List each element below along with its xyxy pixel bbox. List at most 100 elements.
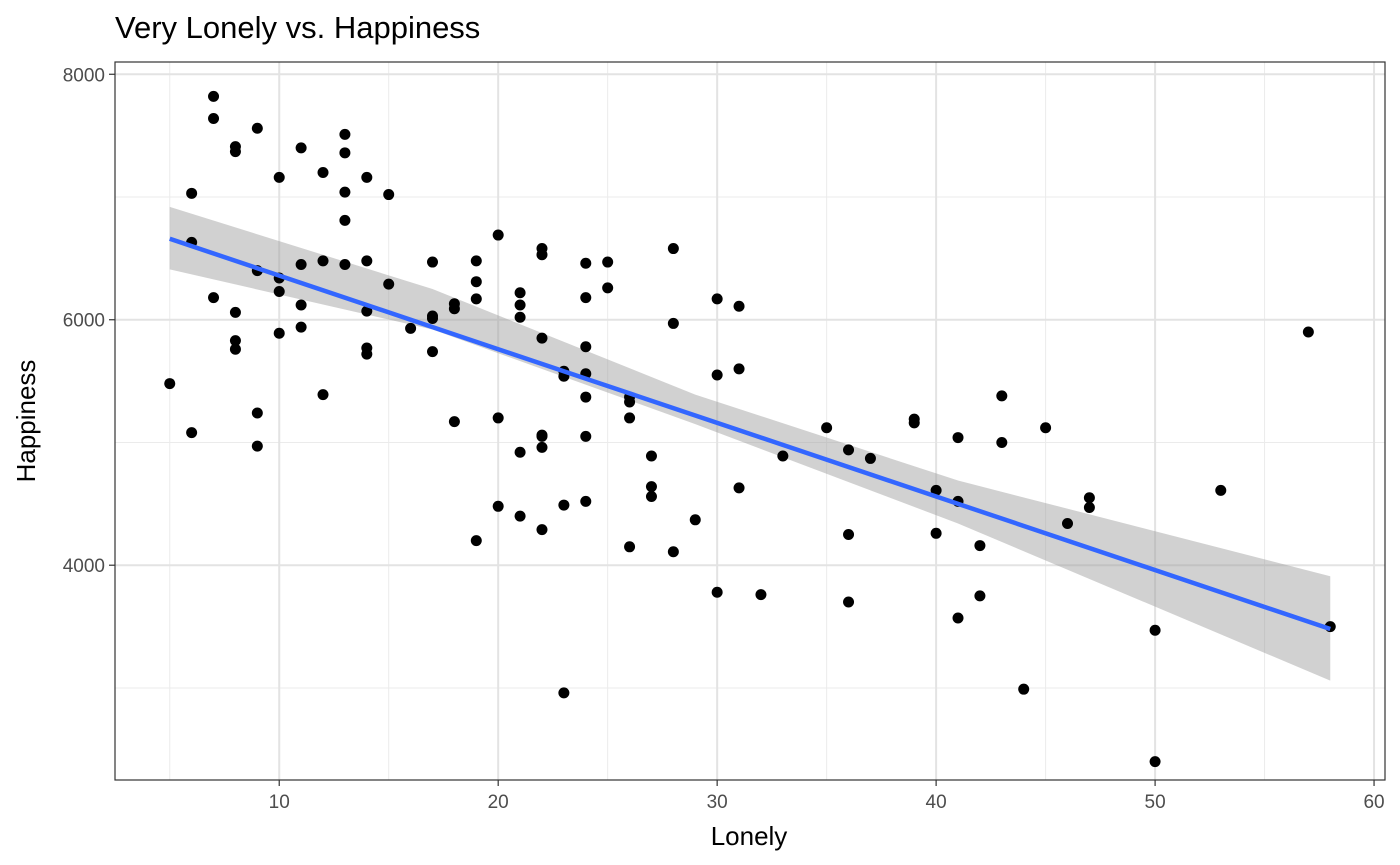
data-point (339, 259, 351, 271)
x-tick-label: 30 (707, 792, 728, 813)
data-point (1062, 517, 1073, 529)
data-point (974, 540, 986, 552)
x-tick-label: 50 (1145, 792, 1166, 813)
data-point (339, 214, 351, 226)
data-point (514, 299, 526, 311)
data-point (733, 300, 745, 312)
data-point (711, 293, 723, 305)
data-point (492, 229, 504, 241)
data-point (361, 348, 373, 360)
data-point (383, 278, 395, 290)
data-point (448, 416, 460, 428)
y-tick-label: 6000 (63, 311, 105, 332)
data-point (208, 292, 220, 304)
data-point (295, 299, 307, 311)
data-point (317, 389, 329, 401)
data-point (733, 482, 745, 494)
data-point (361, 255, 373, 267)
data-point (1083, 502, 1095, 514)
data-point (1149, 624, 1161, 636)
data-point (427, 346, 438, 358)
data-point (755, 589, 767, 601)
data-point (295, 142, 307, 154)
data-point (1040, 422, 1052, 434)
chart-title: Very Lonely vs. Happiness (115, 10, 480, 45)
x-tick-label: 40 (926, 792, 947, 813)
data-point (470, 535, 482, 547)
data-point (996, 436, 1008, 448)
data-point (711, 369, 723, 381)
data-point (514, 446, 526, 458)
data-point (492, 500, 504, 512)
data-point (470, 293, 482, 305)
data-point (536, 249, 548, 261)
data-point (470, 255, 482, 267)
data-point (251, 122, 263, 134)
data-point (580, 430, 592, 442)
data-point (580, 292, 592, 304)
data-point (930, 527, 942, 539)
data-point (361, 171, 373, 183)
data-point (624, 541, 636, 553)
data-point (273, 286, 285, 298)
data-point (273, 327, 285, 339)
data-point (602, 282, 614, 294)
y-axis-ticks: 4000 6000 8000 (63, 65, 115, 577)
data-point (580, 341, 592, 353)
x-tick-label: 10 (269, 792, 290, 813)
data-point (383, 189, 395, 201)
data-point (405, 322, 417, 334)
data-point (952, 432, 964, 444)
data-point (602, 256, 614, 268)
x-tick-label: 60 (1363, 792, 1384, 813)
data-point (536, 332, 548, 344)
data-point (580, 495, 592, 507)
data-point (514, 287, 526, 299)
trend-line (169, 236, 1331, 632)
grid (115, 62, 1385, 780)
data-point (667, 317, 679, 329)
data-point (339, 147, 351, 159)
data-point (536, 441, 548, 453)
data-point (930, 484, 942, 496)
data-point (536, 430, 548, 442)
data-point (645, 450, 657, 462)
confidence-band-area (169, 206, 1331, 681)
data-point (843, 529, 855, 541)
data-point (229, 306, 241, 318)
data-point (339, 128, 351, 140)
data-point (645, 481, 657, 493)
data-point (777, 450, 789, 462)
data-point (229, 146, 241, 158)
data-point (864, 452, 876, 464)
data-point (448, 303, 460, 315)
data-point (558, 499, 570, 511)
data-point (295, 321, 307, 333)
data-point (186, 187, 198, 199)
data-point (996, 390, 1008, 402)
confidence-band (169, 206, 1331, 681)
y-axis-title: Happiness (11, 360, 41, 483)
data-point (229, 343, 241, 355)
data-point (1149, 756, 1161, 768)
x-axis-ticks: 10 20 30 40 50 60 (269, 780, 1385, 813)
data-point (843, 444, 855, 456)
data-point (974, 590, 986, 602)
data-point (558, 687, 570, 699)
data-point (361, 305, 373, 317)
data-point (251, 407, 263, 419)
y-tick-label: 4000 (63, 556, 105, 577)
data-point (711, 586, 723, 598)
data-point (208, 112, 220, 124)
data-point (164, 378, 176, 390)
data-point (1302, 326, 1314, 338)
data-point (470, 276, 482, 288)
data-point (667, 546, 679, 558)
data-point (317, 255, 329, 267)
data-point (492, 412, 504, 424)
data-point (624, 412, 636, 424)
data-point (317, 166, 329, 178)
x-axis-title: Lonely (711, 821, 788, 851)
data-point (580, 391, 592, 403)
data-point (1215, 484, 1227, 496)
